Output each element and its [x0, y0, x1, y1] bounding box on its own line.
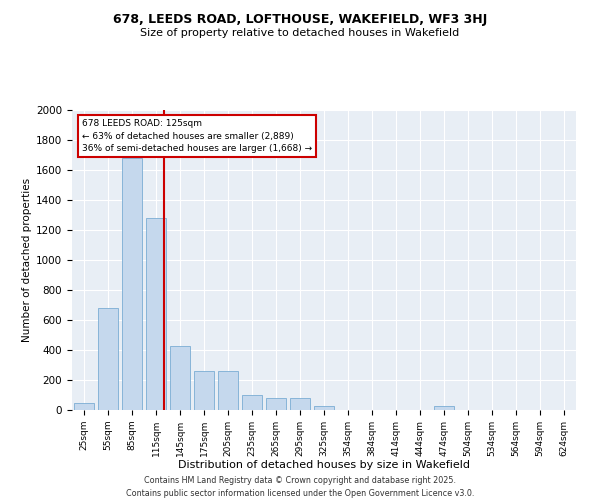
- Y-axis label: Number of detached properties: Number of detached properties: [22, 178, 32, 342]
- Bar: [434, 406, 454, 410]
- Text: 678, LEEDS ROAD, LOFTHOUSE, WAKEFIELD, WF3 3HJ: 678, LEEDS ROAD, LOFTHOUSE, WAKEFIELD, W…: [113, 12, 487, 26]
- Text: Size of property relative to detached houses in Wakefield: Size of property relative to detached ho…: [140, 28, 460, 38]
- Bar: [98, 308, 118, 410]
- Bar: [218, 371, 238, 410]
- Bar: [74, 402, 94, 410]
- Bar: [290, 398, 310, 410]
- Bar: [194, 371, 214, 410]
- Bar: [266, 398, 286, 410]
- Bar: [242, 395, 262, 410]
- Text: 678 LEEDS ROAD: 125sqm
← 63% of detached houses are smaller (2,889)
36% of semi-: 678 LEEDS ROAD: 125sqm ← 63% of detached…: [82, 119, 312, 153]
- X-axis label: Distribution of detached houses by size in Wakefield: Distribution of detached houses by size …: [178, 460, 470, 470]
- Bar: [170, 346, 190, 410]
- Bar: [122, 158, 142, 410]
- Text: Contains HM Land Registry data © Crown copyright and database right 2025.
Contai: Contains HM Land Registry data © Crown c…: [126, 476, 474, 498]
- Bar: [146, 218, 166, 410]
- Bar: [314, 406, 334, 410]
